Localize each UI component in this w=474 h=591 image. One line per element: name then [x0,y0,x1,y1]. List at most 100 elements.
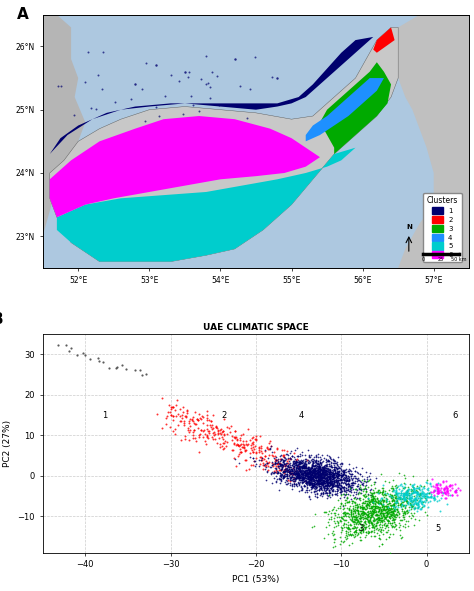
Point [323,487,330,496]
Point [413,481,421,491]
Point [359,498,367,508]
Point [335,479,343,489]
Point [327,469,334,479]
Point [339,469,346,479]
Point [408,480,416,490]
Point [344,533,351,543]
Point [433,486,441,496]
Point [392,498,400,508]
Point [305,466,312,476]
Point [317,464,325,473]
Point [347,466,355,475]
Point [335,478,343,488]
Point [409,501,417,511]
Point [435,484,442,493]
Point [335,462,342,471]
Point [356,470,364,479]
Point [402,490,410,499]
Point [310,467,318,477]
Point [306,465,313,474]
Point [320,479,328,488]
Point [318,475,325,484]
Point [382,491,389,500]
Point [307,464,315,473]
Point [398,505,405,514]
Point [326,471,333,480]
Point [410,504,418,513]
Point [311,461,319,470]
Point [349,517,356,527]
Point [292,479,299,489]
Point [361,509,369,518]
Point [379,501,386,511]
Point [430,487,438,496]
Point [311,463,319,473]
Point [367,518,374,527]
Point [302,469,310,478]
Point [345,524,352,534]
Point [330,477,338,486]
Point [292,460,300,469]
Point [390,514,398,524]
Point [375,534,383,543]
Point [319,466,327,476]
Point [165,400,173,410]
Point [274,469,282,478]
Point [241,446,249,455]
Point [387,501,394,511]
Point [346,483,354,493]
Point [360,520,367,530]
Point [341,466,349,475]
Point [329,470,337,479]
Point [327,480,334,489]
Point [290,479,298,489]
Point [362,476,369,486]
Point [206,415,213,424]
Point [327,467,334,477]
Point [323,476,330,486]
Point [304,469,311,478]
Point [340,504,348,513]
Point [221,438,228,447]
Point [294,452,302,461]
Point [390,515,397,524]
Point [431,485,439,494]
Point [310,469,318,479]
Point [304,463,311,473]
Point [326,478,334,487]
Point [375,510,383,519]
Point [304,477,311,486]
Point [304,456,311,465]
Point [384,500,392,509]
Point [344,493,351,503]
Point [381,490,388,499]
Point [328,470,336,480]
Point [332,471,340,480]
Point [375,506,383,515]
Point [326,472,333,481]
Point [228,436,236,445]
Point [321,482,329,491]
Point [349,524,356,533]
Point [328,485,335,494]
Point [391,505,399,514]
Point [303,471,310,480]
X-axis label: PC1 (53%): PC1 (53%) [232,575,280,584]
Point [364,499,371,509]
Point [415,496,423,506]
Point [375,513,383,522]
Point [305,472,313,482]
Point [341,536,348,545]
Point [364,528,372,538]
Point [288,465,296,475]
Point [329,471,337,480]
Point [320,472,328,481]
Point [331,518,338,528]
Point [448,491,456,500]
Point [389,511,397,520]
Point [364,517,372,526]
Point [225,423,232,433]
Point [273,463,280,473]
Point [368,497,375,506]
Point [328,505,336,515]
